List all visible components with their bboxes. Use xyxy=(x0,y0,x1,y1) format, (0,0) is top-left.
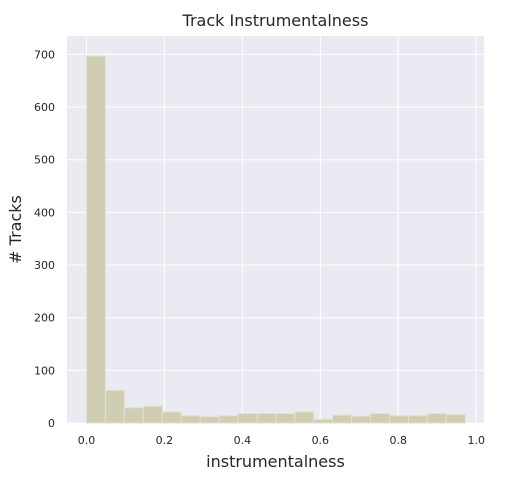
x-tick-label: 1.0 xyxy=(467,434,485,447)
y-tick-label: 600 xyxy=(34,101,55,114)
y-tick-label: 300 xyxy=(34,259,55,272)
y-tick-label: 700 xyxy=(34,48,55,61)
y-axis-label: # Tracks xyxy=(6,195,25,264)
x-axis-label: instrumentalness xyxy=(206,452,345,471)
x-tick-label: 0.2 xyxy=(156,434,174,447)
x-axis-ticks: 0.0 0.2 0.4 0.6 0.8 1.0 xyxy=(78,434,485,447)
x-tick-label: 0.0 xyxy=(78,434,96,447)
histogram-bar-5 xyxy=(181,416,200,423)
y-tick-label: 400 xyxy=(34,206,55,219)
y-tick-label: 100 xyxy=(34,364,55,377)
histogram-bar-16 xyxy=(390,416,409,423)
chart-title: Track Instrumentalness xyxy=(182,11,369,30)
x-tick-label: 0.8 xyxy=(390,434,408,447)
y-tick-label: 0 xyxy=(48,417,55,430)
histogram-bar-12 xyxy=(314,419,333,423)
y-tick-label: 500 xyxy=(34,154,55,167)
histogram-bar-7 xyxy=(219,416,238,423)
plot-area xyxy=(67,36,484,423)
histogram-bar-14 xyxy=(352,416,371,423)
histogram-bar-15 xyxy=(371,414,390,423)
histogram-bar-9 xyxy=(257,414,276,423)
histogram-bar-6 xyxy=(200,417,219,423)
histogram-bar-8 xyxy=(238,414,257,423)
histogram-bar-11 xyxy=(295,412,314,423)
y-tick-label: 200 xyxy=(34,312,55,325)
histogram-bar-2 xyxy=(124,408,143,423)
histogram-bar-10 xyxy=(276,414,295,423)
histogram-bar-4 xyxy=(162,412,181,423)
histogram-bar-1 xyxy=(105,390,124,423)
y-axis-ticks: 0 100 200 300 400 500 600 700 xyxy=(34,48,55,430)
histogram-bar-0 xyxy=(86,56,105,423)
histogram-bar-3 xyxy=(143,406,162,423)
histogram-bar-19 xyxy=(446,415,465,423)
histogram-bar-17 xyxy=(408,416,427,423)
histogram-bar-18 xyxy=(427,414,446,423)
x-tick-label: 0.6 xyxy=(312,434,330,447)
histogram-bar-13 xyxy=(333,415,352,423)
x-tick-label: 0.4 xyxy=(234,434,252,447)
